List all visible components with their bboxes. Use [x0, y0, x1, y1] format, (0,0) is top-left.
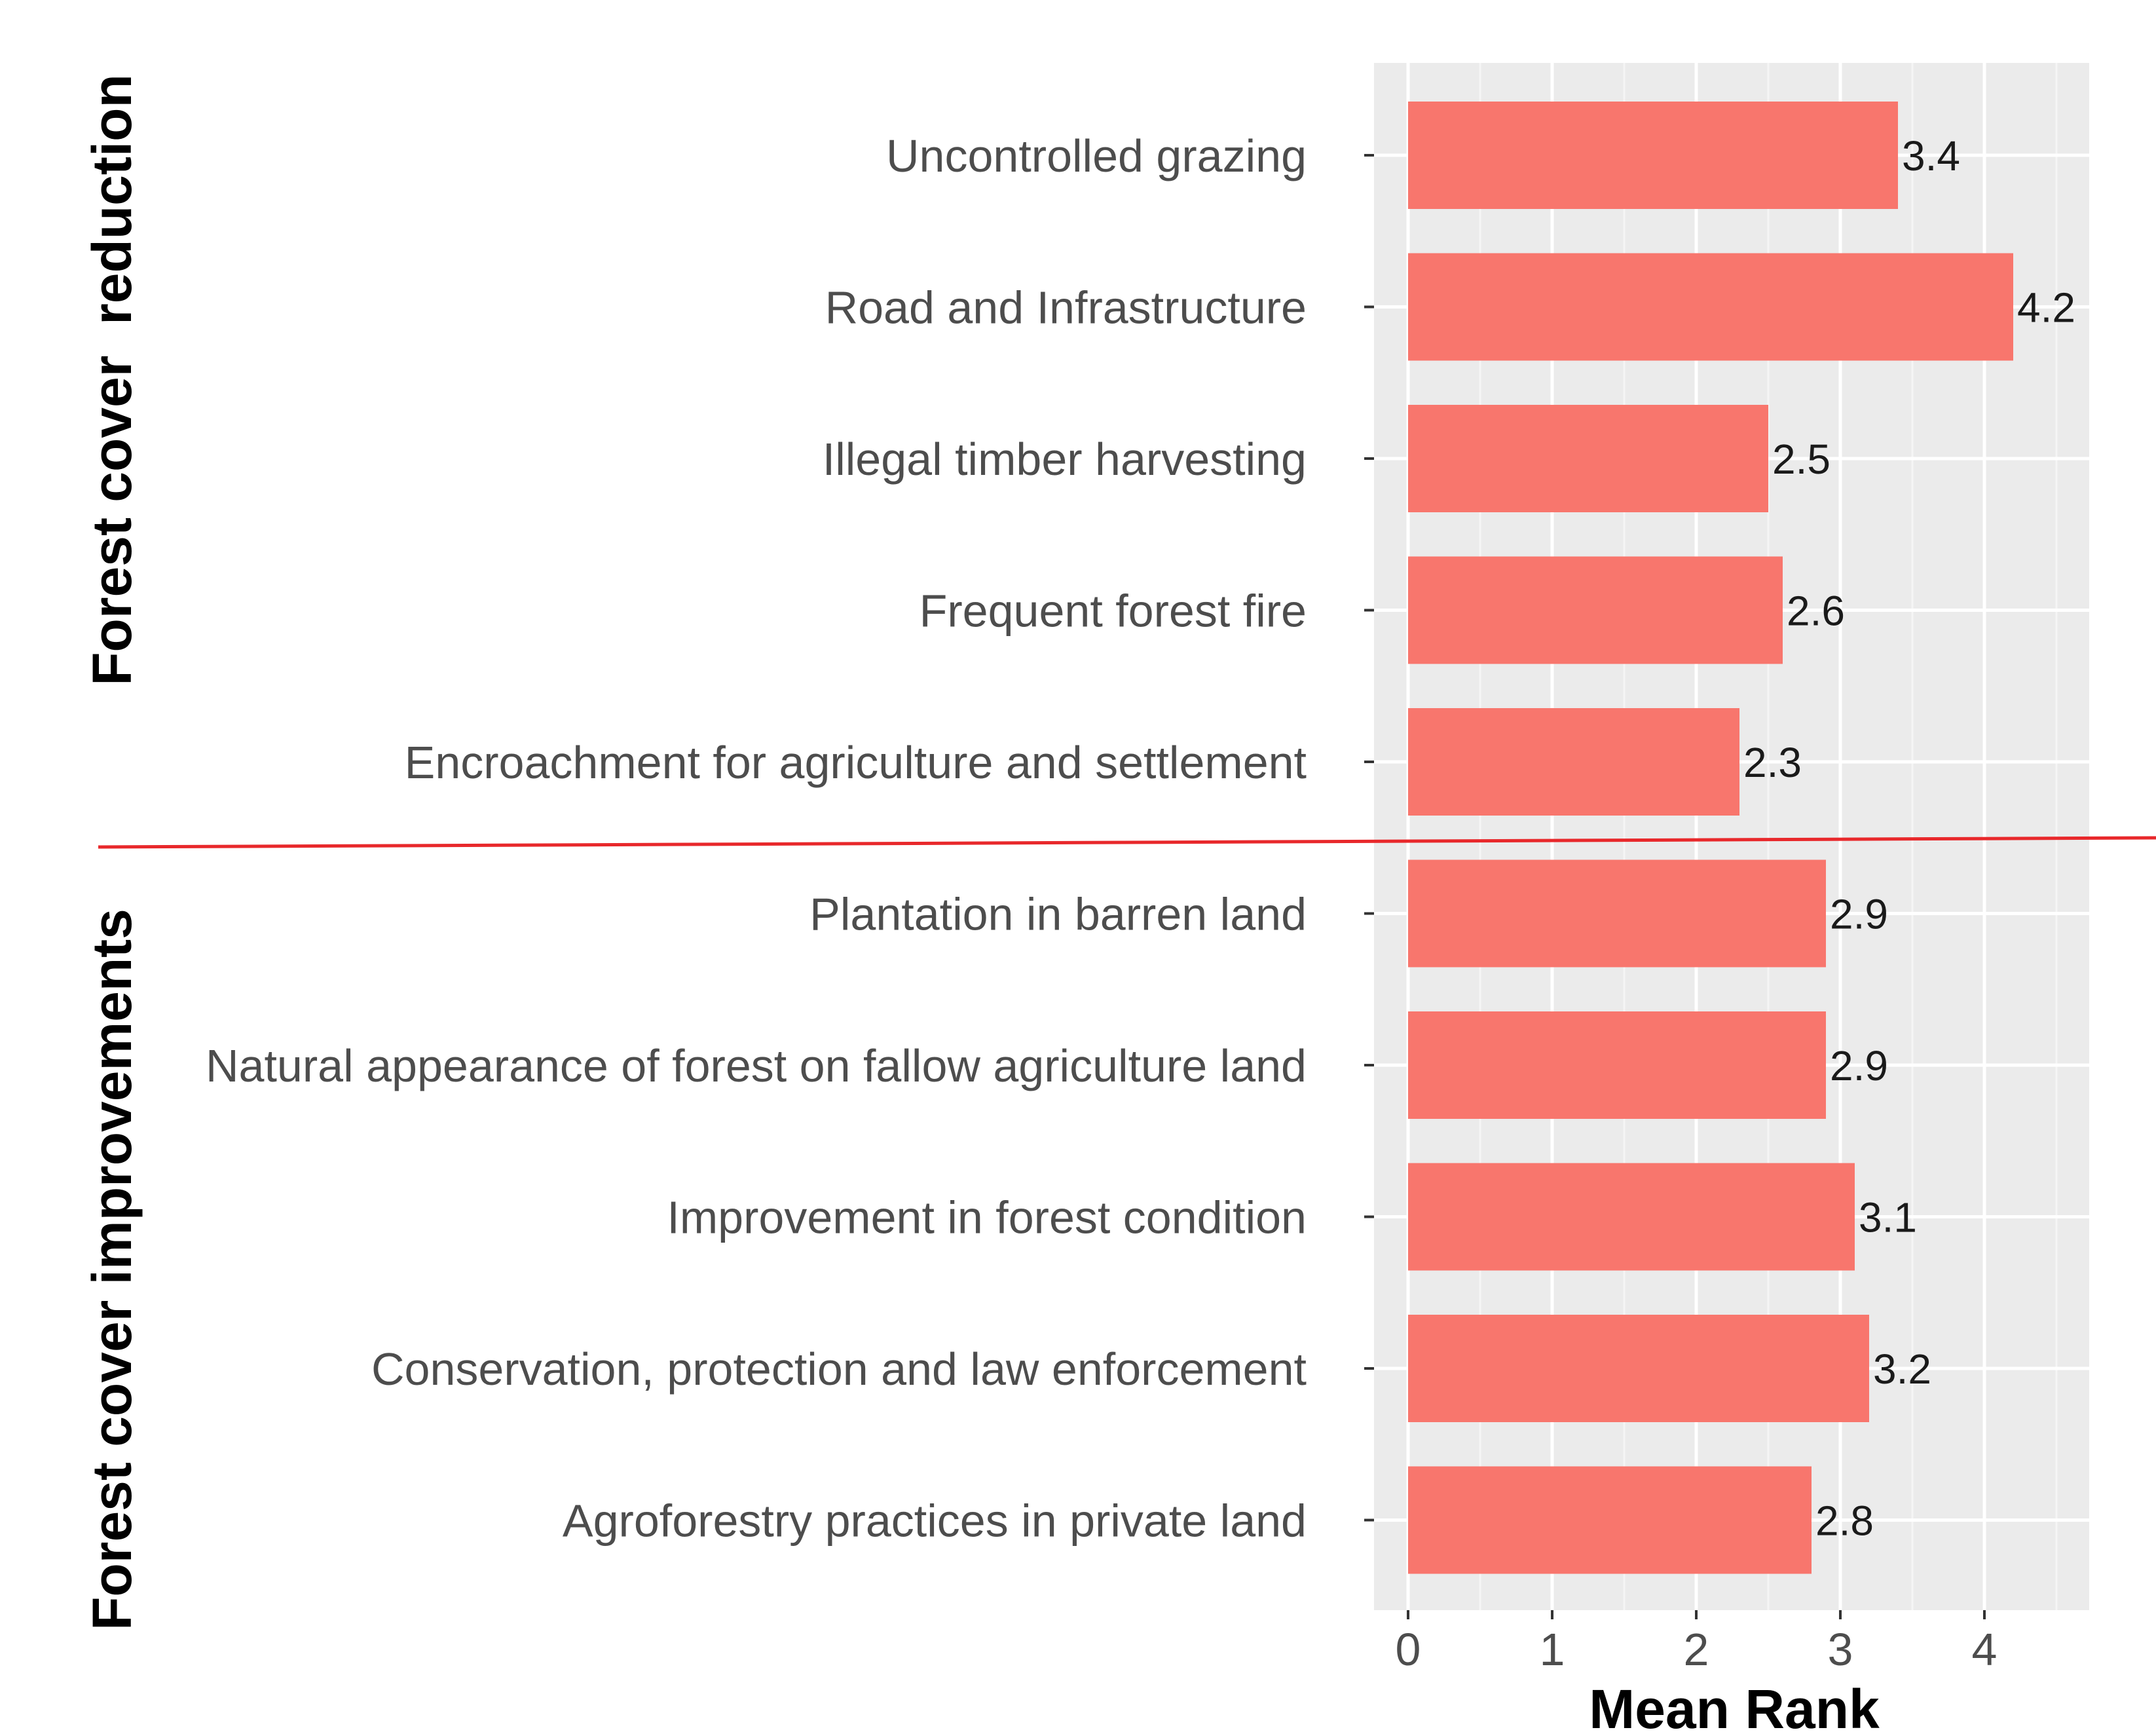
x-tick-label: 0 [1396, 1624, 1421, 1675]
group-title: Forest cover improvements [81, 909, 143, 1630]
bar [1408, 253, 2013, 361]
x-tick-label: 2 [1684, 1624, 1709, 1675]
value-label: 2.9 [1830, 1042, 1888, 1089]
value-label: 2.6 [1787, 588, 1845, 635]
axis-ticks [1364, 154, 1986, 1619]
group-titles: Forest cover reduction Forest cover impro… [81, 74, 143, 1630]
bar [1408, 405, 1768, 512]
bar [1408, 556, 1783, 664]
bar [1408, 1315, 1869, 1422]
x-tick-label: 4 [1972, 1624, 1998, 1675]
value-label: 2.9 [1830, 891, 1888, 938]
value-labels: 3.4 4.2 2.5 2.6 2.3 2.9 2.9 3.1 3.2 2.8 [1743, 132, 2075, 1545]
value-label: 3.4 [1902, 132, 1960, 179]
value-label: 2.5 [1772, 436, 1831, 483]
category-label: Improvement in forest condition [667, 1192, 1307, 1243]
value-label: 3.1 [1859, 1194, 1917, 1241]
category-label: Encroachment for agriculture and settlem… [405, 737, 1307, 788]
value-label: 4.2 [2017, 284, 2075, 331]
bar [1408, 102, 1898, 209]
category-label: Natural appearance of forest on fallow a… [206, 1040, 1307, 1091]
bar [1408, 1163, 1855, 1271]
group-title: Forest cover reduction [81, 74, 143, 686]
bar [1408, 708, 1739, 816]
group-divider [98, 836, 2156, 849]
bar [1408, 1011, 1826, 1119]
category-label: Illegal timber harvesting [823, 434, 1307, 485]
category-label: Plantation in barren land [809, 889, 1307, 940]
x-tick-label: 3 [1828, 1624, 1853, 1675]
category-label: Uncontrolled grazing [886, 130, 1307, 181]
category-label: Agroforestry practices in private land [563, 1496, 1307, 1547]
category-label: Conservation, protection and law enforce… [371, 1344, 1307, 1395]
category-label: Frequent forest fire [920, 586, 1307, 637]
value-label: 2.8 [1815, 1497, 1874, 1545]
category-labels: Uncontrolled grazing Road and Infrastruct… [206, 130, 1307, 1547]
category-label: Road and Infrastructure [825, 282, 1307, 333]
x-tick-label: 1 [1540, 1624, 1565, 1675]
x-axis-title: Mean Rank [1589, 1678, 1880, 1732]
bar [1408, 859, 1826, 968]
value-label: 2.3 [1743, 739, 1802, 786]
x-axis-tick-labels: 0 1 2 3 4 [1396, 1624, 1998, 1675]
value-label: 3.2 [1873, 1346, 1931, 1393]
bar [1408, 1466, 1812, 1574]
bars [1408, 102, 2013, 1574]
